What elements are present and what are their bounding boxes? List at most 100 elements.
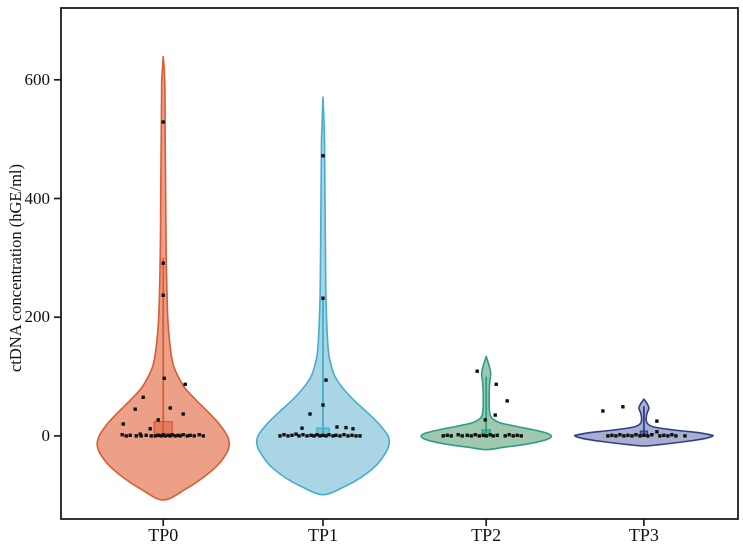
y-tick-label: 400 (24, 188, 51, 208)
data-point (161, 261, 165, 265)
data-point (181, 412, 185, 416)
data-point (344, 425, 348, 430)
data-point (309, 433, 313, 437)
data-point (138, 432, 142, 436)
data-point (144, 433, 148, 437)
data-point (638, 434, 642, 438)
data-point (183, 382, 187, 386)
data-point (159, 434, 163, 438)
data-point (477, 434, 481, 438)
data-point (622, 434, 626, 438)
scatter-points-tp0 (120, 120, 205, 438)
data-point (655, 430, 659, 434)
x-tick-label-tp3: TP3 (628, 525, 659, 545)
data-point (346, 434, 350, 438)
data-point (683, 434, 687, 438)
data-point (646, 434, 650, 438)
data-point (163, 434, 167, 438)
data-point (153, 434, 157, 438)
data-point (162, 376, 166, 380)
data-point (473, 433, 477, 437)
data-point (601, 409, 605, 413)
data-point (324, 378, 328, 382)
scatter-points-tp2 (441, 369, 523, 438)
data-point (358, 434, 362, 438)
data-point (321, 433, 325, 437)
y-axis-title: ctDNA concentration (hGE/ml) (6, 163, 25, 373)
x-tick-label-tp2: TP2 (471, 525, 502, 545)
data-point (178, 434, 182, 438)
data-point (674, 434, 678, 438)
data-point (315, 433, 319, 437)
data-point (650, 433, 654, 437)
data-point (278, 434, 282, 438)
data-point (134, 434, 138, 438)
data-point (324, 434, 328, 438)
data-point (335, 425, 339, 429)
data-point (618, 433, 622, 437)
data-point (469, 434, 473, 438)
data-point (282, 433, 286, 437)
data-point (173, 434, 177, 438)
data-point (139, 434, 143, 438)
data-point (465, 433, 469, 437)
data-point (626, 433, 630, 437)
data-point (120, 433, 124, 437)
data-point (495, 433, 499, 437)
data-point (321, 154, 325, 158)
data-point (156, 433, 160, 437)
data-point (441, 434, 445, 438)
violin-tp1 (255, 96, 391, 496)
data-point (342, 433, 346, 437)
data-point (351, 427, 355, 431)
data-point (475, 369, 479, 373)
y-tick-label: 600 (24, 69, 51, 89)
data-point (181, 433, 185, 437)
data-point (170, 433, 174, 437)
x-tick-label-tp0: TP0 (148, 525, 179, 545)
data-point (201, 434, 205, 438)
data-point (515, 433, 519, 437)
data-point (494, 382, 498, 386)
data-point (460, 434, 464, 438)
data-point (481, 433, 485, 437)
data-point (670, 433, 674, 437)
data-point (318, 434, 322, 438)
data-point (634, 433, 638, 437)
data-point (505, 399, 509, 403)
data-point (334, 433, 338, 437)
data-point (491, 434, 495, 438)
data-point (149, 434, 153, 438)
data-point (300, 426, 304, 430)
data-point (449, 434, 453, 438)
scatter-points-tp3 (601, 405, 687, 438)
data-point (610, 433, 614, 437)
data-point (141, 395, 145, 399)
data-point (327, 433, 331, 437)
data-point (290, 433, 294, 437)
data-point (666, 434, 670, 438)
data-point (168, 406, 172, 410)
data-point (484, 434, 488, 438)
data-point (308, 412, 312, 416)
data-point (156, 418, 160, 422)
y-tick-label: 0 (41, 425, 51, 445)
scatter-points-tp1 (278, 154, 362, 438)
data-point (297, 434, 301, 438)
data-point (321, 403, 325, 407)
data-point (161, 293, 165, 297)
data-point (312, 434, 316, 438)
data-point (621, 405, 625, 409)
data-point (148, 427, 152, 431)
data-point (331, 434, 335, 438)
data-point (301, 433, 305, 437)
data-point (655, 419, 659, 423)
data-point (188, 433, 192, 437)
data-point (168, 434, 172, 438)
data-point (350, 433, 354, 437)
data-point (176, 433, 180, 437)
data-point (286, 434, 290, 438)
data-point (662, 433, 666, 437)
